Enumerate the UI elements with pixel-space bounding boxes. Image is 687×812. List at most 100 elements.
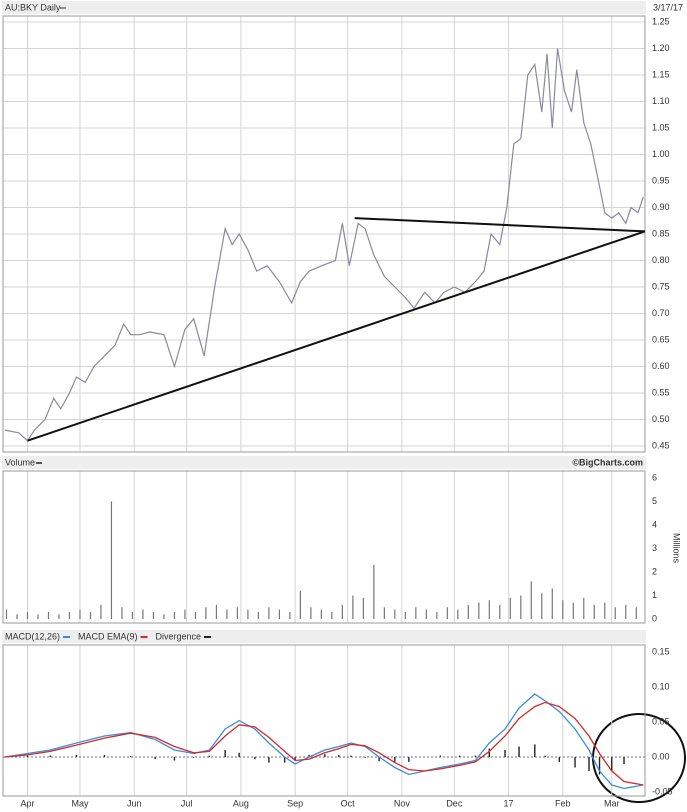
divergence-bar bbox=[558, 757, 560, 762]
volume-bar bbox=[562, 600, 564, 619]
divergence-bar bbox=[208, 755, 211, 757]
y-tick-label: 0.15 bbox=[652, 646, 670, 656]
legend-label: MACD EMA(9) bbox=[78, 631, 138, 641]
divergence-bar bbox=[534, 744, 536, 757]
divergence-bar bbox=[294, 757, 296, 761]
trend-line bbox=[354, 217, 646, 233]
y-tick-label: 0.85 bbox=[652, 228, 670, 238]
y-tick-label: 1.20 bbox=[652, 43, 670, 53]
volume-bar bbox=[604, 602, 606, 619]
x-tick-label: Aug bbox=[233, 798, 249, 808]
volume-bar bbox=[247, 609, 249, 619]
y-tick-label: 0.80 bbox=[652, 255, 670, 265]
macd-header bbox=[2, 630, 646, 643]
trend-line bbox=[27, 230, 646, 442]
y-tick-label: 1.05 bbox=[652, 122, 670, 132]
volume-bar bbox=[625, 604, 627, 619]
volume-bar bbox=[383, 607, 385, 619]
volume-bar bbox=[163, 614, 165, 619]
volume-y-label: Millions bbox=[672, 533, 682, 564]
divergence-bar bbox=[238, 752, 240, 757]
volume-bar bbox=[520, 595, 522, 619]
price-title: AU:BKY Daily bbox=[5, 2, 61, 12]
divergence-bar bbox=[623, 757, 625, 764]
divergence-bar bbox=[611, 757, 613, 771]
volume-bar bbox=[541, 593, 543, 619]
volume-bar bbox=[362, 597, 364, 619]
volume-title: Volume bbox=[5, 457, 35, 467]
volume-bar bbox=[593, 604, 595, 619]
volume-bar bbox=[278, 609, 280, 619]
divergence-bar bbox=[518, 746, 520, 757]
x-tick-label: Jul bbox=[181, 798, 193, 808]
divergence-bar bbox=[49, 755, 51, 757]
volume-header bbox=[2, 456, 646, 469]
y-tick-label: 3 bbox=[652, 543, 657, 553]
volume-bar bbox=[173, 611, 176, 619]
y-tick-label: 0.60 bbox=[652, 361, 670, 371]
y-tick-label: 0.05 bbox=[652, 716, 670, 726]
y-tick-label: 0.70 bbox=[652, 308, 670, 318]
divergence-bar bbox=[173, 757, 176, 761]
volume-bar bbox=[551, 588, 553, 619]
plot-frame bbox=[2, 15, 646, 453]
volume-bar bbox=[341, 604, 343, 619]
divergence-bar bbox=[324, 754, 326, 757]
divergence-bar bbox=[130, 756, 132, 757]
volume-bar bbox=[614, 607, 616, 619]
plot-frame bbox=[2, 644, 646, 797]
volume-bar bbox=[457, 609, 459, 619]
divergence-bar bbox=[364, 757, 366, 758]
volume-bar bbox=[110, 501, 113, 619]
volume-bar bbox=[425, 609, 427, 619]
divergence-bar bbox=[394, 757, 396, 762]
divergence-bar bbox=[103, 754, 106, 757]
volume-bar bbox=[310, 607, 312, 619]
volume-bar bbox=[26, 611, 29, 619]
volume-bar bbox=[257, 611, 260, 619]
volume-bar bbox=[268, 607, 270, 619]
volume-bar bbox=[509, 597, 511, 619]
x-tick-label: Apr bbox=[20, 798, 34, 808]
volume-bar bbox=[184, 609, 186, 619]
volume-bar bbox=[299, 590, 301, 619]
volume-bar bbox=[478, 602, 480, 619]
legend-label: MACD(12,26) bbox=[5, 631, 60, 641]
y-tick-label: 0.00 bbox=[652, 751, 670, 761]
volume-bar bbox=[121, 607, 123, 619]
volume-bar bbox=[236, 607, 239, 619]
divergence-bar bbox=[544, 755, 546, 757]
volume-bar bbox=[446, 607, 448, 619]
y-tick-label: 1.15 bbox=[652, 69, 670, 79]
divergence-bar bbox=[378, 757, 380, 762]
divergence-bar bbox=[75, 754, 78, 757]
volume-bar bbox=[289, 611, 291, 619]
volume-bar bbox=[373, 564, 375, 619]
volume-bar bbox=[415, 607, 417, 619]
volume-bar bbox=[530, 581, 532, 619]
divergence-bar bbox=[408, 757, 410, 762]
volume-bar bbox=[152, 611, 155, 619]
volume-bar bbox=[635, 607, 637, 619]
y-tick-label: 1.25 bbox=[652, 16, 670, 26]
volume-bar bbox=[58, 614, 60, 619]
volume-bar bbox=[320, 609, 322, 619]
volume-bar bbox=[488, 600, 490, 619]
divergence-bar bbox=[26, 755, 29, 757]
plot-frame bbox=[2, 470, 646, 624]
divergence-bar bbox=[504, 750, 506, 757]
x-tick-label: Feb bbox=[555, 798, 571, 808]
divergence-bar bbox=[474, 755, 477, 757]
volume-bar bbox=[100, 604, 102, 619]
x-tick-label: Jun bbox=[127, 798, 142, 808]
x-tick-label: Nov bbox=[394, 798, 411, 808]
divergence-bar bbox=[574, 757, 576, 768]
price-header bbox=[2, 1, 646, 14]
volume-bar bbox=[16, 614, 18, 619]
volume-bar bbox=[79, 609, 81, 619]
y-tick-label: 0 bbox=[652, 613, 657, 623]
legend-label: Divergence bbox=[156, 631, 202, 641]
divergence-bar bbox=[224, 750, 226, 757]
divergence-bar bbox=[488, 748, 491, 757]
x-tick-label: Sep bbox=[287, 798, 303, 808]
